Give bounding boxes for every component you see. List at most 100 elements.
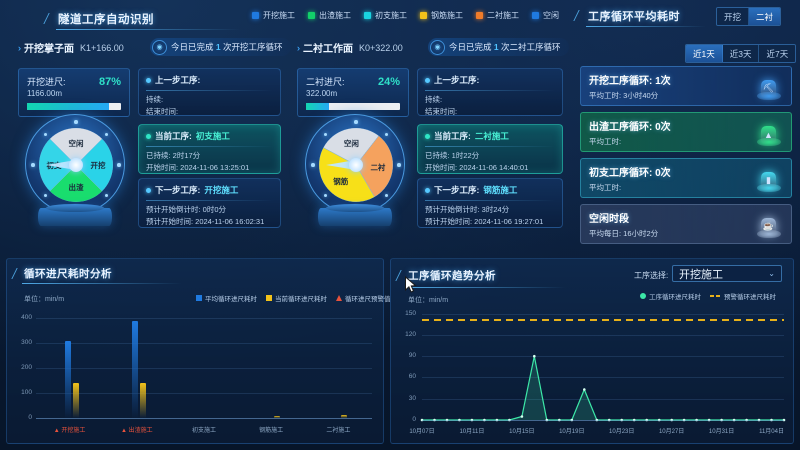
right-chart-title: 工序循环趋势分析 [408, 270, 496, 282]
stat-card-0[interactable]: 开挖工序循环: 1次 平均工时: 3小时40分 ⛏ [580, 66, 792, 106]
bar-1-1 [139, 383, 146, 418]
legend-label: 预警循环进尺耗时 [724, 294, 776, 301]
step-line-0: 预计开始倒计时: 3时24分 [425, 205, 510, 214]
process-select[interactable]: 开挖施工 ⌄ [672, 265, 782, 282]
y-tick-label: 30 [408, 394, 416, 402]
lining-face-station: K0+322.00 [359, 42, 403, 53]
lining-process-wheel: 空闲 二衬 钢筋 [294, 112, 416, 232]
legend-label: 平均循环进尺耗时 [205, 296, 257, 303]
lining-progress-percent: 24% [377, 76, 400, 88]
stat-card-2[interactable]: 初支工序循环: 0次 平均工时: ▮ [580, 158, 792, 198]
legend-label: 循环进尺预警值 [345, 296, 391, 303]
right-chart-legend-item-0[interactable]: 工序循环进尺耗时 [640, 291, 701, 301]
status-dot-icon [425, 77, 430, 83]
left-chart-unit: 单位：min/m [24, 296, 65, 303]
progress-label-text: 开挖进尺: [27, 77, 66, 87]
gridline [36, 367, 372, 369]
stat-card-title: 出渣工序循环: 0次 [589, 121, 671, 133]
range-tab-0[interactable]: 近1天 [686, 45, 723, 62]
excavation-done-text: 今日已完成 1 次开挖工序循环 [171, 41, 283, 53]
gridline [422, 334, 784, 336]
x-tick-label-1: ▲ 出渣施工 [120, 428, 153, 434]
legend-item-1[interactable]: 出渣施工 [308, 10, 351, 21]
x-tick-label: 10月27日 [658, 429, 685, 435]
stat-card-sub: 平均工时: [589, 182, 622, 192]
stat-card-title: 初支工序循环: 0次 [589, 167, 671, 179]
step-line-1: 开始时间: 2024-11-06 13:25:01 [146, 162, 250, 172]
legend-dot-icon [640, 293, 646, 299]
cycle-icon: ◉ [152, 39, 167, 55]
wheel-segment-label-2: 钢筋 [333, 176, 349, 186]
y-tick-label: 60 [408, 373, 416, 381]
left-chart-legend-item-1[interactable]: 当前循环进尺耗时 [266, 293, 327, 303]
step-box-prev: 上一步工序: 持续: 结束时间: [417, 68, 563, 116]
title-underline [56, 29, 241, 30]
y-tick-label: 300 [21, 338, 32, 346]
gridline [422, 313, 784, 315]
wheel-dial: 空闲开挖出渣初支 [25, 114, 125, 214]
progress-label-text: 二衬进尺: [306, 77, 345, 87]
right-chart-panel [390, 258, 794, 444]
legend-swatch [196, 295, 202, 301]
process-select-label: 工序选择: [634, 271, 669, 280]
axis-line [422, 420, 784, 421]
step-box-current: 当前工序: 二衬施工 已持续: 1时22分 开始时间: 2024-11-06 14:4… [417, 124, 563, 174]
face-tab-0[interactable]: 开挖 [717, 8, 750, 25]
stat-card-sub: 平均每日: 16小时2分 [589, 228, 659, 238]
lining-progress-box: 二衬进尺: 322.00m 24% [297, 68, 409, 117]
x-tick-label: 10月31日 [708, 429, 735, 435]
range-tab-group[interactable]: 近1天 近3天 近7天 [685, 44, 797, 63]
wheel-segments: 空闲开挖出渣初支 [39, 128, 113, 202]
truck-icon: ▲ [755, 119, 782, 146]
face-tab-1[interactable]: 二衬 [749, 8, 781, 25]
done-prefix: 今日已完成 [171, 42, 214, 52]
x-tick-label: 10月23日 [609, 429, 635, 435]
excavation-process-wheel: 空闲开挖出渣初支 [14, 112, 136, 232]
x-tick-label-2: 初支施工 [191, 428, 216, 434]
done-count: 1 [215, 42, 221, 52]
legend-item-2[interactable]: 初支施工 [364, 10, 407, 21]
stat-card-3[interactable]: 空闲时段 平均每日: 16小时2分 ☕ [580, 204, 792, 244]
step-title: 上一步工序: [434, 75, 480, 85]
range-tab-1[interactable]: 近3天 [722, 45, 760, 62]
step-head: 上一步工序: [146, 74, 273, 86]
right-chart-underline [406, 287, 566, 288]
right-title-underline [586, 26, 706, 27]
step-box-prev: 上一步工序: 持续: 结束时间: [138, 68, 281, 116]
face-tab-group[interactable]: 开挖 二衬 [716, 7, 782, 26]
stat-card-title: 空闲时段 [589, 213, 629, 225]
step-box-next: 下一步工序: 开挖施工 预计开始倒计时: 0时0分 预计开始时间: 2024-11-0… [138, 178, 281, 228]
step-line-1: 预计开始时间: 2024-11-06 16:02:31 [146, 216, 265, 226]
excavation-face-row: ›› 开挖掌子面 K1+166.00 [18, 40, 124, 56]
y-tick-label: 0 [28, 414, 32, 421]
x-tick-label: 10月07日 [409, 429, 435, 435]
step-title: 下一步工序: [434, 185, 480, 195]
wheel-base [318, 204, 392, 226]
right-chart-legend-item-1[interactable]: 预警循环进尺耗时 [710, 291, 776, 301]
legend-swatch [266, 295, 272, 301]
legend-item-3[interactable]: 钢筋施工 [420, 10, 463, 21]
legend-swatch [252, 12, 259, 19]
legend-item-4[interactable]: 二衬施工 [476, 10, 519, 21]
legend-label: 初支施工 [375, 11, 407, 20]
step-line-0: 持续: [146, 95, 164, 104]
legend-item-0[interactable]: 开挖施工 [252, 10, 295, 21]
wheel-hub [349, 158, 363, 172]
legend-swatch [364, 12, 371, 19]
left-chart-legend-item-2[interactable]: 循环进尺预警值 [336, 293, 391, 303]
x-tick-label-4: 二衬施工 [326, 428, 351, 434]
process-select-value: 开挖施工 [679, 268, 723, 281]
range-tab-2[interactable]: 近7天 [759, 45, 796, 62]
left-chart-legend-item-0[interactable]: 平均循环进尺耗时 [196, 293, 257, 303]
done-prefix: 今日已完成 [449, 42, 492, 52]
status-dot-icon [146, 187, 151, 193]
step-divider [146, 146, 273, 147]
legend-item-5[interactable]: 空闲 [532, 10, 559, 21]
right-panel-title: 工序循环平均耗时 [588, 11, 680, 23]
legend-label: 出渣施工 [319, 11, 351, 20]
stat-card-1[interactable]: 出渣工序循环: 0次 平均工时: ▲ [580, 112, 792, 152]
threshold-line [422, 319, 784, 322]
step-title: 下一步工序: [155, 185, 201, 195]
process-legend: 开挖施工 出渣施工 初支施工 钢筋施工 二衬施工 空闲 [252, 10, 559, 21]
